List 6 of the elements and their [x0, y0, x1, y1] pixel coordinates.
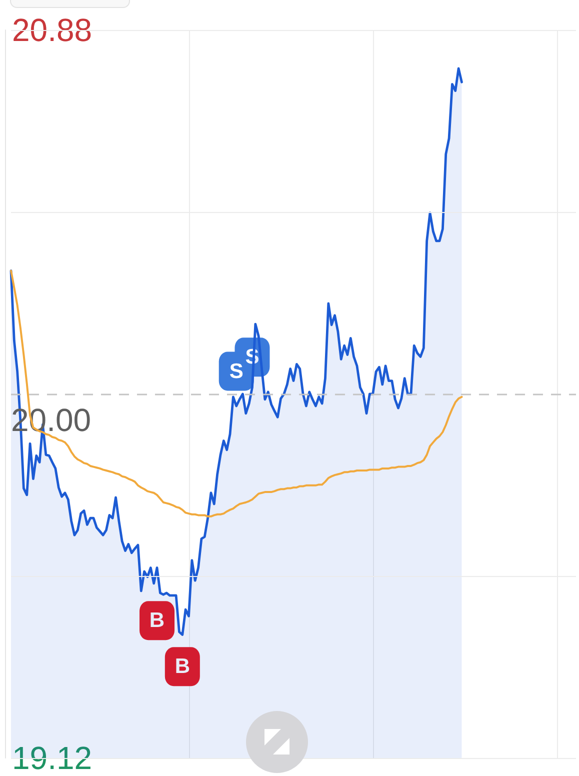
data-label: S — [229, 360, 244, 383]
y-tick-label: 20.88 — [12, 12, 92, 48]
data-label: B — [174, 655, 190, 678]
y-tick-label: 19.12 — [12, 740, 92, 776]
line-series — [10, 270, 463, 518]
data-label: B — [149, 609, 165, 632]
